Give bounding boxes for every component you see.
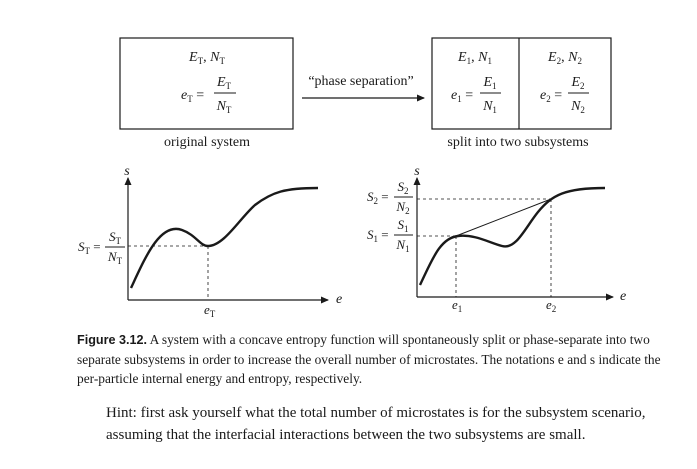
hint-paragraph: Hint: first ask yourself what the total …: [106, 405, 646, 443]
figure-caption: Figure 3.12. A system with a concave ent…: [77, 330, 677, 388]
subsystem1-energy-particles: E1, N1: [457, 50, 492, 66]
right-entropy-curve: [418, 186, 606, 286]
figure-number: Figure 3.12.: [77, 333, 147, 347]
original-system-label: original system: [164, 135, 250, 150]
left-y-tick-ST: ST = ST NT: [78, 229, 125, 266]
svg-text:E1: E1: [482, 75, 496, 91]
svg-text:S2: S2: [398, 179, 409, 196]
svg-text:ST =: ST =: [78, 239, 101, 256]
split-system-box: [431, 37, 612, 130]
original-system-box: [119, 37, 294, 130]
subsystem2-formula: e2 = E2 N2: [540, 75, 589, 115]
svg-text:e1 =: e1 =: [451, 88, 473, 104]
split-system-label: split into two subsystems: [447, 135, 588, 150]
svg-text:ET: ET: [216, 75, 232, 91]
phase-separation-figure: ET, NT eT = ET NT original system “phase…: [78, 37, 626, 319]
svg-text:E2: E2: [570, 75, 584, 91]
right-y-axis-label: s: [414, 164, 420, 179]
svg-text:S1: S1: [398, 217, 409, 234]
svg-text:N1: N1: [482, 99, 497, 115]
right-entropy-plot: s e e1 e2 S2 = S2 N2 S1 = S1 N1: [367, 164, 626, 314]
svg-text:NT: NT: [216, 99, 232, 115]
original-energy-formula: eT = ET NT: [181, 75, 236, 115]
caption-text: A system with a concave entropy function…: [77, 332, 661, 386]
left-entropy-plot: s e eT ST = ST NT: [78, 164, 342, 319]
svg-text:N2: N2: [570, 99, 585, 115]
original-energy-particles: ET, NT: [188, 50, 225, 66]
right-y-tick-S1: S1 = S1 N1: [367, 217, 413, 254]
common-tangent-line: [455, 198, 552, 237]
right-x-axis-label: e: [620, 289, 626, 304]
left-x-tick-eT: eT: [204, 302, 216, 319]
subsystem1-formula: e1 = E1 N1: [451, 75, 501, 115]
left-entropy-curve: [129, 186, 319, 289]
svg-text:NT: NT: [107, 249, 123, 266]
right-x-tick-e1: e1: [452, 297, 462, 314]
svg-text:ST: ST: [109, 229, 122, 246]
left-y-axis-label: s: [124, 164, 130, 179]
svg-text:S1 =: S1 =: [367, 227, 389, 244]
svg-text:N1: N1: [395, 237, 409, 254]
svg-text:e2 =: e2 =: [540, 88, 562, 104]
phase-separation-label: “phase separation”: [308, 74, 413, 89]
svg-text:N2: N2: [395, 199, 409, 216]
svg-text:eT =: eT =: [181, 88, 204, 104]
left-x-axis-label: e: [336, 292, 342, 307]
right-x-tick-e2: e2: [546, 297, 556, 314]
right-y-tick-S2: S2 = S2 N2: [367, 179, 413, 216]
subsystem2-energy-particles: E2, N2: [547, 50, 582, 66]
svg-text:S2 =: S2 =: [367, 189, 389, 206]
